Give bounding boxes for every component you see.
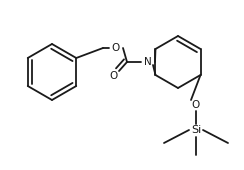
Text: O: O <box>192 100 200 110</box>
Text: N: N <box>144 57 152 67</box>
Text: O: O <box>110 71 118 81</box>
Text: Si: Si <box>191 125 201 135</box>
Text: O: O <box>112 43 120 53</box>
